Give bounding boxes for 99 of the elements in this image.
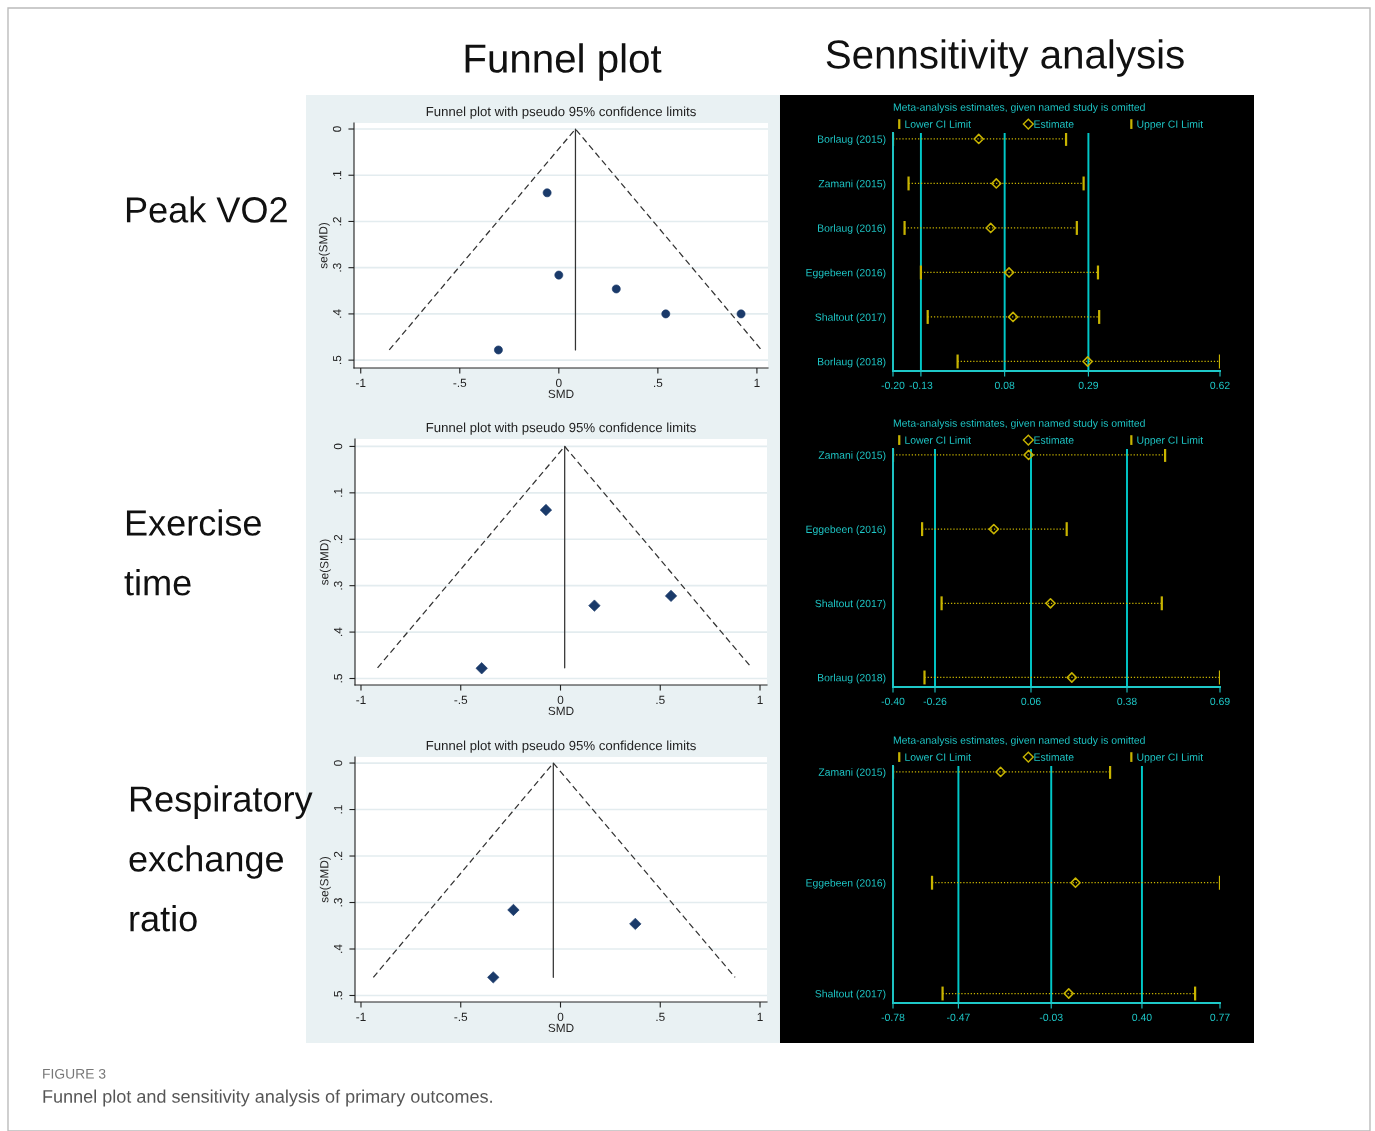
y-tick-label: .1 bbox=[334, 805, 343, 814]
y-tick-label: Shaltout (2017) bbox=[815, 313, 886, 323]
y-tick-label: Borlaug (2018) bbox=[818, 673, 886, 684]
chart-title: Funnel plot with pseudo 95% confidence limits bbox=[426, 740, 696, 753]
x-tick-label: -0.47 bbox=[946, 1013, 970, 1022]
y-tick-label: .5 bbox=[334, 674, 343, 683]
text: Lower CI Limit bbox=[905, 436, 971, 444]
x-tick-label: 0.29 bbox=[1078, 381, 1099, 390]
y-tick-label: .2 bbox=[333, 534, 343, 544]
x-tick-label: .5 bbox=[656, 1012, 665, 1022]
y-tick-label: Zamani (2015) bbox=[818, 768, 886, 778]
y-tick-label: Eggebeen (2016) bbox=[806, 878, 886, 889]
x-tick-label: .5 bbox=[656, 695, 665, 705]
y-tick-label: 0 bbox=[332, 126, 342, 132]
x-tick-label: 1 bbox=[757, 695, 763, 704]
text: Upper CI Limit bbox=[1137, 753, 1204, 763]
chart-title: Funnel plot with pseudo 95% confidence limits bbox=[426, 106, 696, 119]
text: Upper CI Limit bbox=[1137, 120, 1204, 130]
y-axis-title: se(SMD) bbox=[318, 222, 330, 269]
text: Funnel plot bbox=[465, 43, 662, 81]
y-tick-label: Zamani (2015) bbox=[818, 179, 886, 190]
y-tick-label: Eggebeen (2016) bbox=[806, 525, 886, 536]
x-tick-label: -1 bbox=[356, 695, 366, 704]
x-tick-label: 1 bbox=[757, 1012, 763, 1021]
x-tick-label: -0.20 bbox=[881, 381, 905, 390]
point bbox=[1045, 597, 1056, 609]
point bbox=[973, 133, 985, 145]
x-axis-title: SMD bbox=[548, 1023, 574, 1033]
x-tick-label: -1 bbox=[356, 378, 366, 387]
y-tick-label: .3 bbox=[333, 581, 343, 590]
y-tick-label: .3 bbox=[332, 263, 342, 272]
point bbox=[1082, 356, 1093, 367]
x-axis-title: SMD bbox=[548, 706, 574, 716]
x-tick-label: -0.78 bbox=[881, 1013, 905, 1022]
caption: FIGURE 3 bbox=[43, 1068, 106, 1079]
x-tick-label: -0.40 bbox=[881, 697, 905, 706]
x-tick-label: 1 bbox=[754, 378, 760, 387]
y-tick-label: .4 bbox=[334, 627, 343, 636]
point bbox=[1066, 672, 1078, 683]
legend-label: Estimate bbox=[1034, 753, 1074, 761]
x-tick-label: 0.69 bbox=[1210, 697, 1230, 706]
x-tick-label: 0 bbox=[557, 1012, 564, 1022]
text: Exercise time bbox=[124, 509, 261, 596]
text: Respiratory exchange ratio bbox=[129, 785, 313, 932]
x-tick-label: 0.38 bbox=[1117, 697, 1137, 706]
x-axis-title: SMD bbox=[548, 389, 574, 399]
y-tick-label: .2 bbox=[333, 851, 343, 860]
text: Lower CI Limit bbox=[905, 120, 971, 128]
chart-title: Meta-analysis estimates, given named study is omitted bbox=[893, 103, 1145, 113]
chart-title: Meta-analysis estimates, given named study is omitted bbox=[893, 736, 1145, 746]
x-tick-label: 0.06 bbox=[1021, 697, 1041, 706]
y-tick-label: Borlaug (2016) bbox=[818, 224, 886, 234]
chart-title: Funnel plot with pseudo 95% confidence limits bbox=[426, 422, 696, 435]
text: Lower CI Limit bbox=[905, 753, 971, 761]
chart-title: Meta-analysis estimates, given named study is omitted bbox=[893, 419, 1145, 429]
point bbox=[1023, 449, 1034, 461]
point bbox=[1003, 267, 1015, 278]
y-tick-label: .5 bbox=[333, 355, 342, 364]
x-tick-label: 0.77 bbox=[1210, 1013, 1230, 1022]
x-tick-label: -.5 bbox=[454, 695, 468, 705]
x-tick-label: 0.08 bbox=[994, 381, 1015, 390]
text: Upper CI Limit bbox=[1137, 436, 1204, 446]
y-tick-label: Borlaug (2015) bbox=[818, 135, 886, 145]
y-tick-label: .5 bbox=[334, 991, 343, 1000]
y-tick-label: .4 bbox=[334, 944, 343, 953]
y-tick-label: Shaltout (2017) bbox=[815, 599, 886, 610]
x-tick-label: -.5 bbox=[453, 378, 467, 388]
text: Sennsitivity analysis bbox=[826, 39, 1184, 77]
y-tick-label: 0 bbox=[333, 443, 343, 450]
y-tick-label: .1 bbox=[334, 488, 343, 497]
y-tick-label: 0 bbox=[333, 760, 343, 766]
point bbox=[990, 178, 1002, 189]
text: Peak VO2 bbox=[126, 196, 287, 223]
y-tick-label: Eggebeen (2016) bbox=[806, 268, 886, 279]
x-tick-label: -0.03 bbox=[1039, 1013, 1063, 1022]
x-tick-label: 0 bbox=[557, 695, 564, 705]
y-tick-label: .4 bbox=[333, 309, 342, 318]
point bbox=[1007, 311, 1019, 323]
x-tick-label: -1 bbox=[356, 1012, 366, 1021]
y-tick-label: .1 bbox=[333, 170, 342, 180]
y-tick-label: Borlaug (2018) bbox=[818, 357, 886, 368]
point bbox=[988, 523, 1000, 535]
y-tick-label: Shaltout (2017) bbox=[815, 989, 886, 1000]
x-tick-label: 0.62 bbox=[1210, 381, 1230, 390]
y-axis-title: se(SMD) bbox=[319, 539, 331, 585]
y-tick-label: .3 bbox=[333, 898, 343, 907]
point bbox=[985, 222, 997, 234]
x-tick-label: 0 bbox=[556, 378, 562, 388]
legend-label: Estimate bbox=[1034, 436, 1074, 444]
x-tick-label: .5 bbox=[654, 378, 663, 388]
x-tick-label: 0.40 bbox=[1132, 1013, 1152, 1022]
legend-label: Estimate bbox=[1034, 120, 1074, 128]
x-tick-label: -0.13 bbox=[909, 381, 933, 390]
x-tick-label: -.5 bbox=[454, 1012, 468, 1022]
text: Funnel plot and sensitivity analysis of primary outcomes. bbox=[43, 1089, 492, 1107]
y-axis-title: se(SMD) bbox=[319, 856, 331, 903]
y-tick-label: Zamani (2015) bbox=[818, 451, 886, 461]
y-tick-label: .2 bbox=[332, 217, 342, 226]
x-tick-label: -0.26 bbox=[923, 697, 947, 706]
